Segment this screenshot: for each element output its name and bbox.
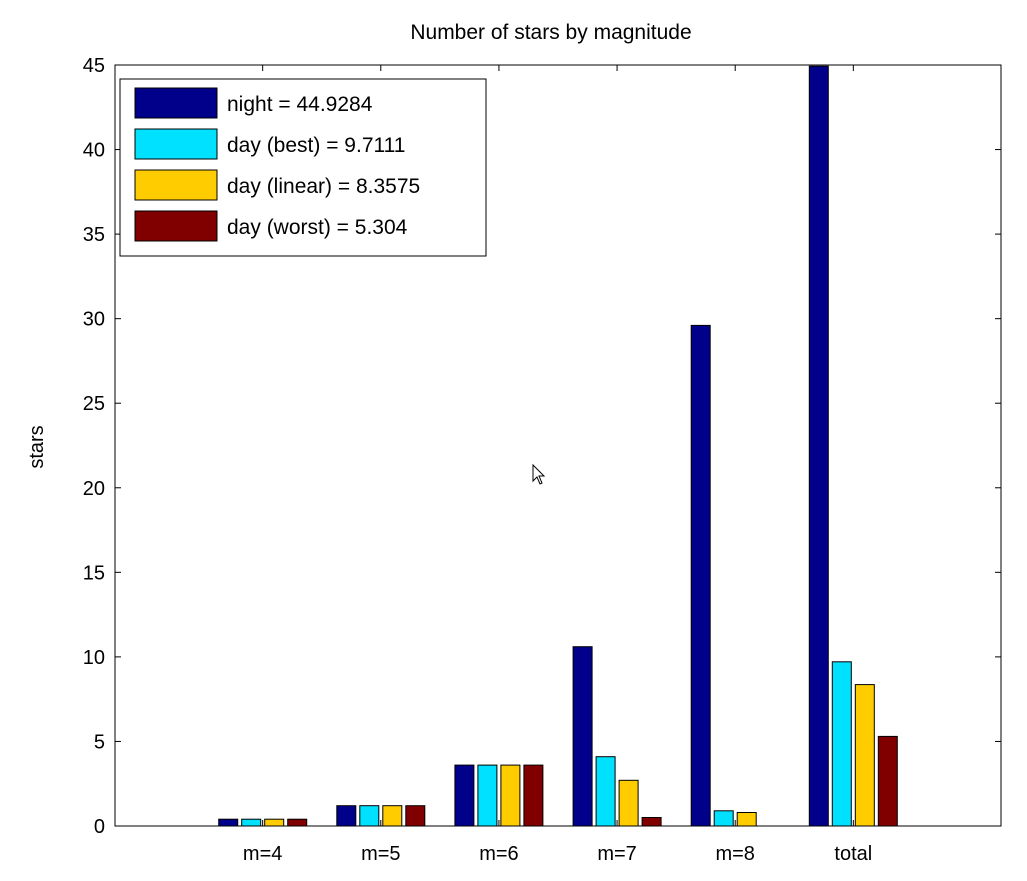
bar — [736, 812, 757, 827]
chart-title: Number of stars by magnitude — [410, 21, 691, 44]
bar — [287, 818, 308, 827]
bar — [877, 735, 898, 827]
bar — [382, 805, 403, 827]
bar — [595, 756, 616, 827]
x-tick-label: m=8 — [715, 843, 754, 865]
y-tick-label: 40 — [83, 140, 105, 162]
bar — [264, 818, 285, 827]
bar — [854, 684, 875, 827]
y-tick-label: 35 — [83, 224, 105, 246]
x-tick-label: m=7 — [597, 843, 636, 865]
bar — [713, 810, 734, 827]
bar — [523, 764, 544, 827]
legend-swatch — [134, 128, 218, 160]
x-tick-label: m=4 — [243, 843, 282, 865]
bar — [405, 805, 426, 827]
y-tick-label: 5 — [94, 731, 105, 753]
y-tick-label: 30 — [83, 309, 105, 331]
bar — [500, 764, 521, 827]
bar — [572, 646, 593, 827]
y-tick-label: 0 — [94, 816, 105, 838]
legend: night = 44.9284 day (best) = 9.7111 day (l… — [119, 78, 487, 257]
mouse-pointer-icon — [532, 463, 546, 485]
bar — [831, 661, 852, 827]
bar — [454, 764, 475, 827]
bar — [618, 779, 639, 827]
x-tick-label: total — [834, 843, 872, 865]
y-tick-label: 15 — [83, 562, 105, 584]
bars-layer — [218, 65, 898, 827]
bar — [359, 805, 380, 827]
legend-label: day (worst) = 5.304 — [227, 216, 408, 239]
legend-swatch — [134, 210, 218, 242]
legend-label: night = 44.9284 — [227, 93, 373, 116]
legend-label: day (best) = 9.7111 — [227, 134, 405, 157]
bar — [241, 818, 262, 827]
y-tick-label: 20 — [83, 478, 105, 500]
x-tick-label: m=5 — [361, 843, 400, 865]
y-tick-label: 25 — [83, 393, 105, 415]
bar — [218, 818, 239, 827]
plot-area — [114, 64, 1002, 827]
bar — [690, 324, 711, 827]
bar — [336, 805, 357, 827]
y-axis-label: stars — [26, 425, 48, 468]
legend-swatch — [134, 169, 218, 201]
x-tick-label: m=6 — [479, 843, 518, 865]
legend-swatch — [134, 87, 218, 119]
legend-label: day (linear) = 8.3575 — [227, 175, 420, 198]
y-tick-label: 45 — [83, 55, 105, 77]
y-tick-label: 10 — [83, 647, 105, 669]
bar — [477, 764, 498, 827]
bar — [641, 817, 662, 827]
x-axis: m=4 m=5 m=6 m=7 m=8 total — [243, 65, 872, 865]
y-axis: 0 5 10 15 20 25 30 35 40 45 — [83, 55, 1001, 838]
bar — [808, 65, 829, 827]
y-axis-label-group: stars — [26, 425, 48, 468]
